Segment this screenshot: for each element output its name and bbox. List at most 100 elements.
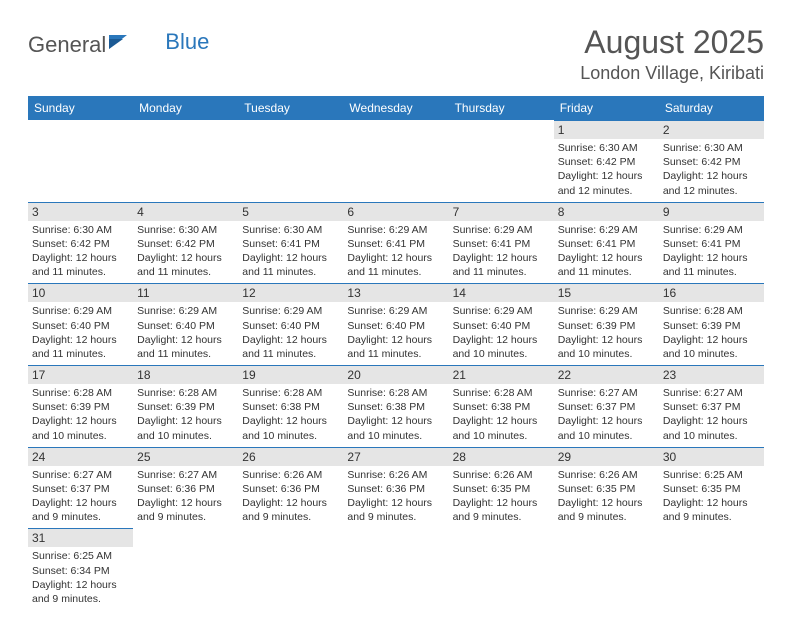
calendar-cell: 7Sunrise: 6:29 AMSunset: 6:41 PMDaylight… <box>449 202 554 284</box>
calendar-cell: 21 Sunrise: 6:28 AMSunset: 6:38 PMDayligh… <box>449 365 554 447</box>
day-number: 23 <box>659 365 764 384</box>
calendar-cell: 31 Sunrise: 6:25 AMSunset: 6:34 PMDayligh… <box>28 528 133 610</box>
day-info: Sunrise: 6:29 AMSunset: 6:40 PMDaylight:… <box>32 304 129 361</box>
day-info: Sunrise: 6:30 AMSunset: 6:41 PMDaylight:… <box>242 223 339 280</box>
calendar-week: 17Sunrise: 6:28 AMSunset: 6:39 PMDayligh… <box>28 365 764 447</box>
calendar-cell: 24Sunrise: 6:27 AMSunset: 6:37 PMDayligh… <box>28 447 133 529</box>
calendar-cell: 11Sunrise: 6:29 AMSunset: 6:40 PMDayligh… <box>133 283 238 365</box>
calendar-week: 3 Sunrise: 6:30 AMSunset: 6:42 PMDaylight… <box>28 202 764 284</box>
day-info: Sunrise: 6:26 AMSunset: 6:35 PMDaylight:… <box>453 468 550 525</box>
calendar-cell: 2Sunrise: 6:30 AMSunset: 6:42 PMDaylight… <box>659 120 764 202</box>
calendar-cell <box>554 528 659 610</box>
day-info: Sunrise: 6:29 AMSunset: 6:40 PMDaylight:… <box>453 304 550 361</box>
day-number: 6 <box>343 202 448 221</box>
day-info: Sunrise: 6:28 AMSunset: 6:38 PMDaylight:… <box>347 386 444 443</box>
day-info: Sunrise: 6:29 AMSunset: 6:41 PMDaylight:… <box>663 223 760 280</box>
calendar-cell <box>449 120 554 202</box>
day-info: Sunrise: 6:29 AMSunset: 6:40 PMDaylight:… <box>242 304 339 361</box>
calendar-cell: 10Sunrise: 6:29 AMSunset: 6:40 PMDayligh… <box>28 283 133 365</box>
day-info: Sunrise: 6:30 AMSunset: 6:42 PMDaylight:… <box>32 223 129 280</box>
day-number: 17 <box>28 365 133 384</box>
day-number: 7 <box>449 202 554 221</box>
calendar-cell: 18 Sunrise: 6:28 AMSunset: 6:39 PMDayligh… <box>133 365 238 447</box>
day-number: 15 <box>554 283 659 302</box>
calendar-cell <box>133 120 238 202</box>
day-info: Sunrise: 6:28 AMSunset: 6:39 PMDaylight:… <box>137 386 234 443</box>
calendar-table: SundayMondayTuesdayWednesdayThursdayFrid… <box>28 96 764 610</box>
day-number: 28 <box>449 447 554 466</box>
calendar-week: 1 Sunrise: 6:30 AMSunset: 6:42 PMDaylight… <box>28 120 764 202</box>
calendar-week: 10Sunrise: 6:29 AMSunset: 6:40 PMDayligh… <box>28 283 764 365</box>
calendar-cell: 30 Sunrise: 6:25 AMSunset: 6:35 PMDayligh… <box>659 447 764 529</box>
calendar-cell <box>659 528 764 610</box>
calendar-body: 1 Sunrise: 6:30 AMSunset: 6:42 PMDaylight… <box>28 120 764 610</box>
calendar-page: General Blue August 2025 London Village,… <box>0 0 792 634</box>
logo-text-2: Blue <box>165 29 209 55</box>
day-info: Sunrise: 6:30 AMSunset: 6:42 PMDaylight:… <box>558 141 655 198</box>
calendar-cell: 29 Sunrise: 6:26 AMSunset: 6:35 PMDayligh… <box>554 447 659 529</box>
day-number: 31 <box>28 528 133 547</box>
day-number: 29 <box>554 447 659 466</box>
day-number: 3 <box>28 202 133 221</box>
logo-text-1: General <box>28 32 106 58</box>
flag-icon <box>109 35 131 56</box>
calendar-cell: 12 Sunrise: 6:29 AMSunset: 6:40 PMDayligh… <box>238 283 343 365</box>
calendar-cell <box>449 528 554 610</box>
calendar-cell: 20Sunrise: 6:28 AMSunset: 6:38 PMDayligh… <box>343 365 448 447</box>
day-header: Sunday <box>28 96 133 120</box>
day-header: Monday <box>133 96 238 120</box>
calendar-cell: 8Sunrise: 6:29 AMSunset: 6:41 PMDaylight… <box>554 202 659 284</box>
calendar-cell: 19 Sunrise: 6:28 AMSunset: 6:38 PMDayligh… <box>238 365 343 447</box>
day-info: Sunrise: 6:29 AMSunset: 6:41 PMDaylight:… <box>558 223 655 280</box>
calendar-cell: 6 Sunrise: 6:29 AMSunset: 6:41 PMDaylight… <box>343 202 448 284</box>
day-number: 1 <box>554 120 659 139</box>
calendar-cell <box>238 528 343 610</box>
calendar-cell: 14Sunrise: 6:29 AMSunset: 6:40 PMDayligh… <box>449 283 554 365</box>
day-info: Sunrise: 6:29 AMSunset: 6:40 PMDaylight:… <box>347 304 444 361</box>
day-number: 27 <box>343 447 448 466</box>
day-info: Sunrise: 6:27 AMSunset: 6:37 PMDaylight:… <box>663 386 760 443</box>
calendar-cell <box>343 120 448 202</box>
day-header: Thursday <box>449 96 554 120</box>
calendar-cell: 26Sunrise: 6:26 AMSunset: 6:36 PMDayligh… <box>238 447 343 529</box>
day-number: 25 <box>133 447 238 466</box>
day-info: Sunrise: 6:28 AMSunset: 6:39 PMDaylight:… <box>663 304 760 361</box>
calendar-cell: 9 Sunrise: 6:29 AMSunset: 6:41 PMDaylight… <box>659 202 764 284</box>
day-number: 19 <box>238 365 343 384</box>
day-info: Sunrise: 6:27 AMSunset: 6:37 PMDaylight:… <box>558 386 655 443</box>
day-info: Sunrise: 6:28 AMSunset: 6:38 PMDaylight:… <box>453 386 550 443</box>
calendar-week: 24Sunrise: 6:27 AMSunset: 6:37 PMDayligh… <box>28 447 764 529</box>
calendar-cell: 27 Sunrise: 6:26 AMSunset: 6:36 PMDayligh… <box>343 447 448 529</box>
calendar-cell: 25 Sunrise: 6:27 AMSunset: 6:36 PMDayligh… <box>133 447 238 529</box>
calendar-cell: 17 Sunrise: 6:28 AMSunset: 6:39 PMDayligh… <box>28 365 133 447</box>
calendar-cell: 15Sunrise: 6:29 AMSunset: 6:39 PMDayligh… <box>554 283 659 365</box>
calendar-week: 31 Sunrise: 6:25 AMSunset: 6:34 PMDayligh… <box>28 528 764 610</box>
calendar-cell: 23 Sunrise: 6:27 AMSunset: 6:37 PMDayligh… <box>659 365 764 447</box>
day-info: Sunrise: 6:26 AMSunset: 6:36 PMDaylight:… <box>347 468 444 525</box>
day-info: Sunrise: 6:25 AMSunset: 6:34 PMDaylight:… <box>32 549 129 606</box>
day-number: 22 <box>554 365 659 384</box>
day-number: 9 <box>659 202 764 221</box>
day-info: Sunrise: 6:29 AMSunset: 6:41 PMDaylight:… <box>347 223 444 280</box>
day-number: 24 <box>28 447 133 466</box>
day-number: 30 <box>659 447 764 466</box>
day-number: 18 <box>133 365 238 384</box>
calendar-cell: 28 Sunrise: 6:26 AMSunset: 6:35 PMDayligh… <box>449 447 554 529</box>
day-number: 12 <box>238 283 343 302</box>
day-number: 21 <box>449 365 554 384</box>
day-info: Sunrise: 6:26 AMSunset: 6:36 PMDaylight:… <box>242 468 339 525</box>
day-info: Sunrise: 6:25 AMSunset: 6:35 PMDaylight:… <box>663 468 760 525</box>
calendar-cell: 3 Sunrise: 6:30 AMSunset: 6:42 PMDaylight… <box>28 202 133 284</box>
calendar-cell: 1 Sunrise: 6:30 AMSunset: 6:42 PMDaylight… <box>554 120 659 202</box>
day-info: Sunrise: 6:26 AMSunset: 6:35 PMDaylight:… <box>558 468 655 525</box>
day-header: Saturday <box>659 96 764 120</box>
calendar-cell: 5Sunrise: 6:30 AMSunset: 6:41 PMDaylight… <box>238 202 343 284</box>
location: London Village, Kiribati <box>580 63 764 84</box>
day-info: Sunrise: 6:27 AMSunset: 6:36 PMDaylight:… <box>137 468 234 525</box>
day-info: Sunrise: 6:28 AMSunset: 6:39 PMDaylight:… <box>32 386 129 443</box>
page-header: General Blue August 2025 London Village,… <box>28 24 764 84</box>
calendar-cell <box>343 528 448 610</box>
logo: General Blue <box>28 32 209 58</box>
day-header: Wednesday <box>343 96 448 120</box>
day-info: Sunrise: 6:28 AMSunset: 6:38 PMDaylight:… <box>242 386 339 443</box>
